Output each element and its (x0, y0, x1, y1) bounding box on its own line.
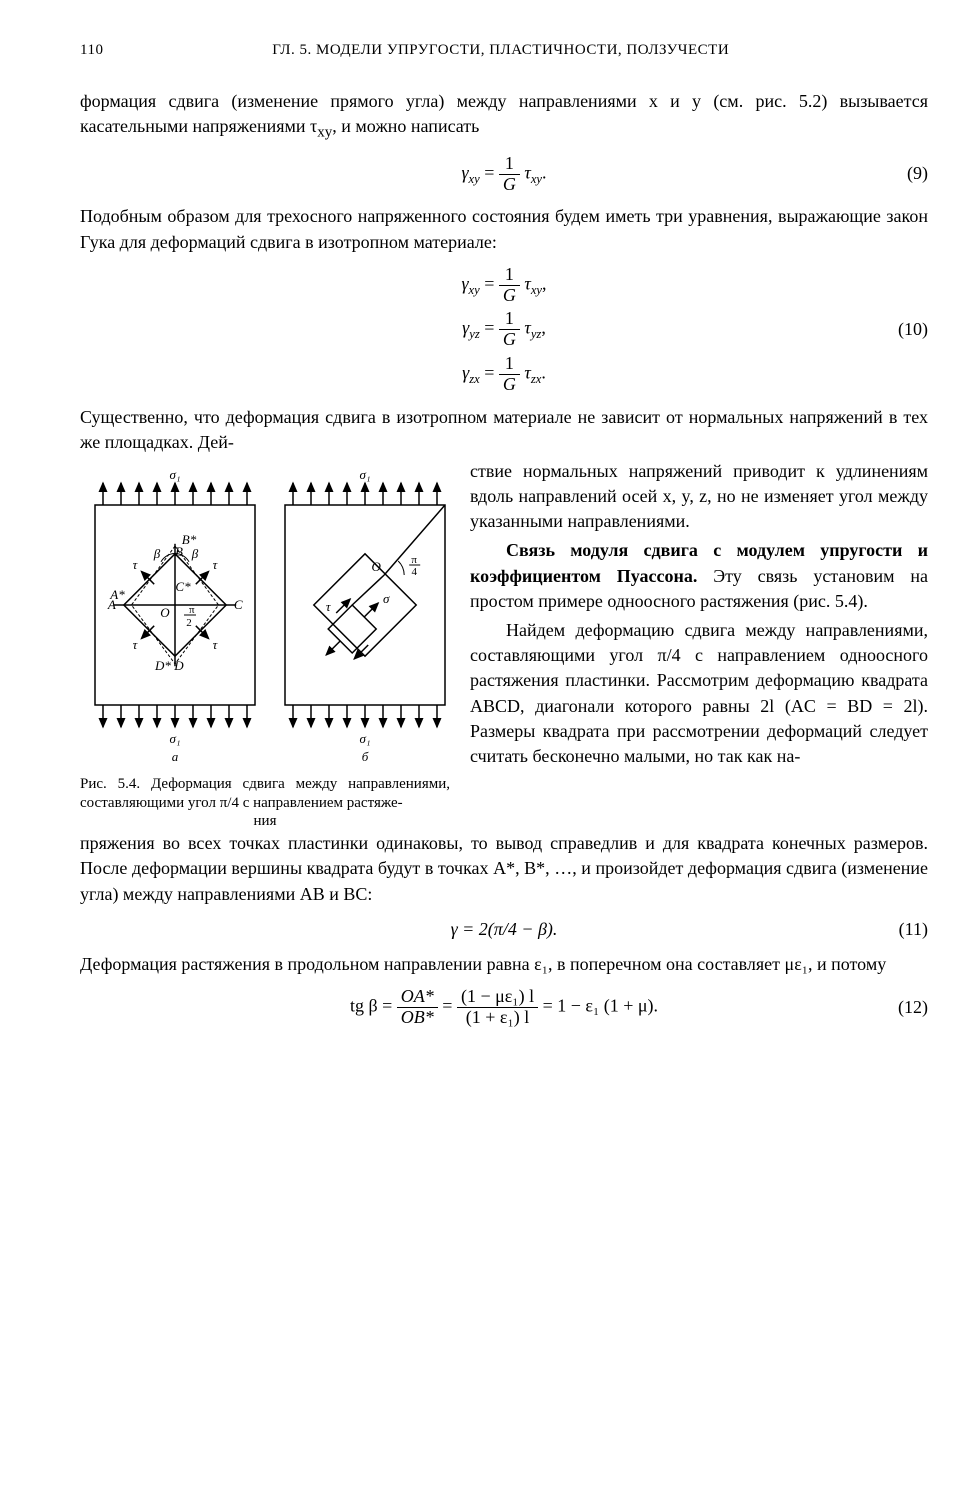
equation-10: γxy = 1G τxy,γyz = 1G τyz,γzx = 1G τzx. … (80, 265, 928, 395)
svg-text:A*: A* (109, 587, 125, 602)
svg-text:C*: C* (175, 579, 191, 594)
svg-text:τ: τ (133, 637, 139, 652)
svg-text:а: а (172, 749, 179, 764)
svg-text:σ₁: σ₁ (360, 467, 371, 482)
svg-text:β: β (191, 546, 199, 561)
svg-text:σ: σ (383, 591, 390, 606)
svg-text:π: π (189, 604, 195, 616)
equation-number-11: (11) (899, 917, 928, 942)
svg-text:τ: τ (133, 557, 139, 572)
equation-9: γxy = 1G τxy. (9) (80, 154, 928, 195)
svg-text:б: б (362, 749, 369, 764)
paragraph-1: формация сдвига (изменение прямого угла)… (80, 89, 928, 144)
equation-number-12: (12) (898, 995, 928, 1020)
svg-text:π: π (411, 554, 417, 566)
svg-text:D*: D* (154, 658, 171, 673)
paragraph-6: пряжения во всех точках пластинки одинак… (80, 831, 928, 907)
equation-number-10: (10) (898, 317, 928, 342)
svg-text:C: C (234, 597, 243, 612)
page-header: 110 ГЛ. 5. МОДЕЛИ УПРУГОСТИ, ПЛАСТИЧНОСТ… (80, 40, 928, 61)
equation-12: tg β = OA*OB* = (1 − με₁) l(1 + ε₁) l = … (80, 987, 928, 1028)
svg-text:σ₁: σ₁ (170, 467, 181, 482)
svg-text:σ₁: σ₁ (360, 731, 371, 746)
paragraph-3a: Существенно, что деформация сдвига в изо… (80, 405, 928, 455)
svg-text:O: O (372, 559, 382, 574)
svg-text:D: D (173, 658, 184, 673)
svg-text:τ: τ (213, 557, 219, 572)
svg-text:O: O (160, 605, 170, 620)
svg-text:β: β (153, 546, 161, 561)
svg-text:σ₁: σ₁ (170, 731, 181, 746)
page-number: 110 (80, 40, 103, 61)
equation-11: γ = 2(π/4 − β). (11) (80, 917, 928, 942)
svg-text:τ: τ (326, 599, 332, 614)
paragraph-7: Деформация растяжения в продольном напра… (80, 952, 928, 977)
svg-text:τ: τ (213, 637, 219, 652)
equation-number-9: (9) (907, 161, 928, 186)
paragraph-2: Подобным образом для трехосного напряжен… (80, 204, 928, 254)
figure-caption: Рис. 5.4. Деформация сдвига между направ… (80, 775, 450, 831)
figure-svg: σ₁σ₁аABCDA*B*C*D*Oττττββπ2σ₁σ₁бOπ4στ (80, 465, 450, 765)
svg-text:4: 4 (411, 566, 417, 578)
svg-text:2: 2 (186, 617, 192, 629)
figure-5-4: σ₁σ₁аABCDA*B*C*D*Oττττββπ2σ₁σ₁бOπ4στ Рис… (80, 465, 450, 831)
chapter-title: ГЛ. 5. МОДЕЛИ УПРУГОСТИ, ПЛАСТИЧНОСТИ, П… (103, 40, 898, 61)
